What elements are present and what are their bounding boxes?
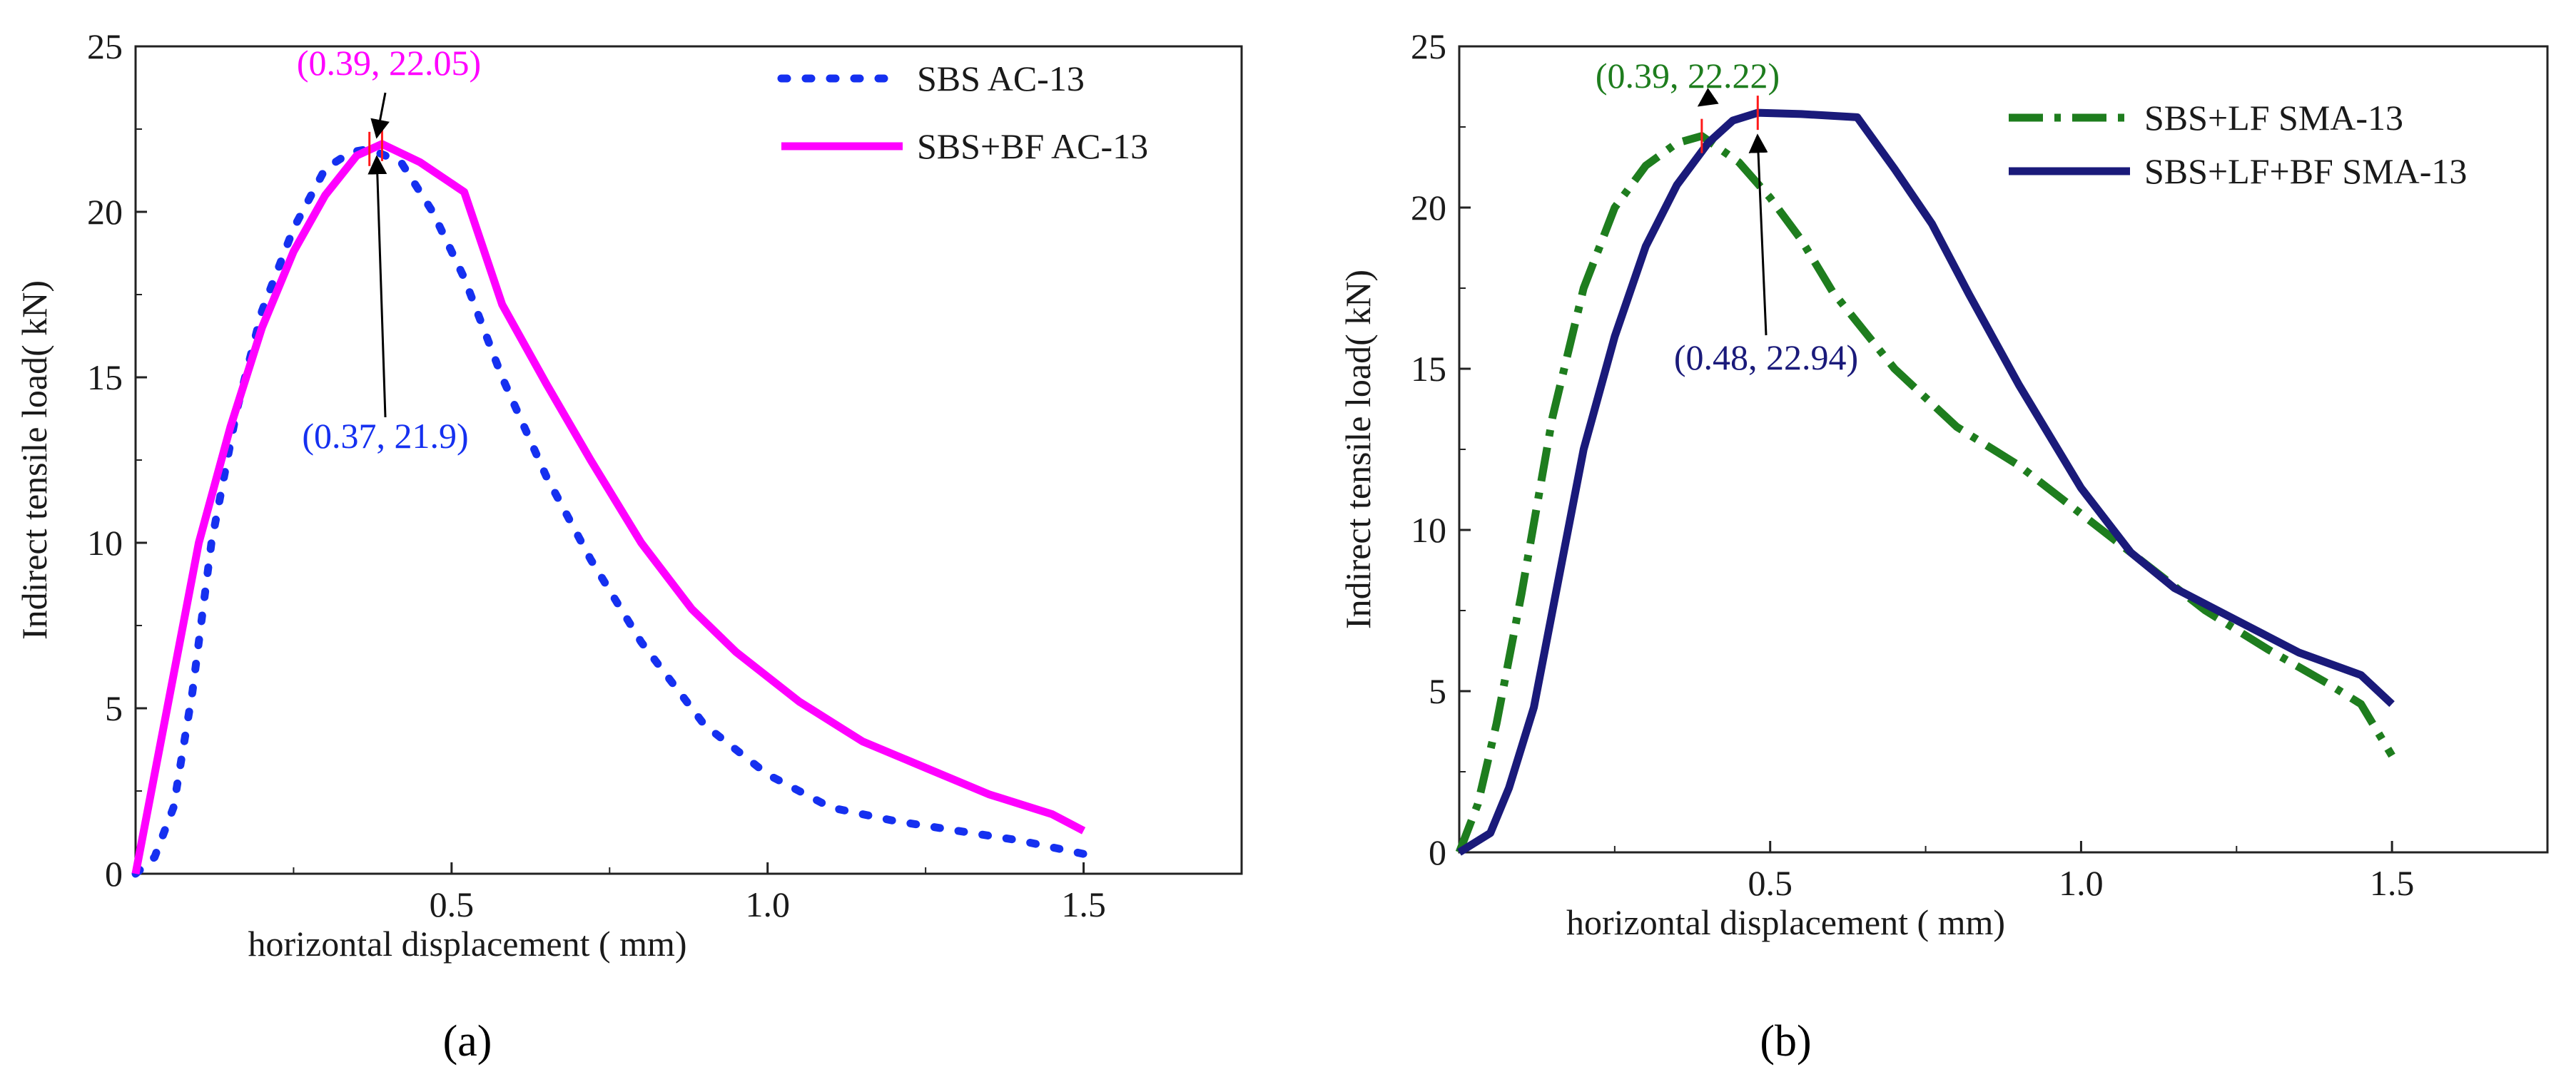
annotation-label: (0.39, 22.05) [297, 43, 481, 83]
y-tick-label: 10 [87, 523, 123, 563]
x-axis: 0.5 1.0 1.5 [1613, 841, 2415, 903]
panel-label: (a) [443, 1017, 492, 1066]
annotation-arrow [370, 92, 390, 139]
y-tick-label: 5 [105, 688, 123, 728]
chart-panel-a: 0 5 10 15 20 25 0.5 1.0 1.5 (0.39, 22.05) (0.37,… [14, 26, 1243, 1066]
annotation-label: (0.37, 21.9) [302, 416, 468, 456]
series-lines [131, 126, 1088, 878]
y-axis-label: Indirect tensile load( kN) [1338, 270, 1378, 629]
y-tick-label: 5 [1429, 671, 1446, 711]
y-tick-label: 25 [87, 26, 123, 66]
y-tick-label: 0 [105, 854, 123, 894]
y-axis: 0 5 10 15 20 25 [1411, 26, 1471, 872]
x-tick-label: 0.5 [430, 884, 475, 924]
y-tick-label: 10 [1411, 510, 1446, 550]
annotations: (0.39, 22.05) (0.37, 21.9) [297, 43, 481, 456]
legend: SBS AC-13 SBS+BF AC-13 [777, 58, 1148, 166]
y-tick-label: 15 [87, 357, 123, 397]
x-tick-label: 1.0 [745, 884, 790, 924]
y-axis-label: Indirect tensile load( kN) [14, 280, 54, 640]
x-tick-label: 0.5 [1748, 863, 1792, 903]
annotation-arrow [1748, 133, 1768, 336]
legend-label: SBS+LF+BF SMA-13 [2144, 151, 2467, 191]
chart-panel-b: 0 5 10 15 20 25 0.5 1.0 1.5 (0.39, 22.22) (0.48,… [1338, 26, 2549, 1066]
annotation-label: (0.48, 22.94) [1674, 337, 1858, 377]
x-axis-label: horizontal displacement ( mm) [248, 924, 686, 964]
annotations: (0.39, 22.22) (0.48, 22.94) [1596, 56, 1858, 377]
legend-label: SBS+BF AC-13 [917, 126, 1148, 166]
legend-label: SBS+LF SMA-13 [2144, 98, 2403, 138]
legend-label: SBS AC-13 [917, 58, 1085, 98]
plot-frame [134, 45, 1243, 875]
series-line-2 [131, 140, 1086, 875]
series-lines [1455, 96, 2395, 856]
annotation-arrow [367, 155, 387, 418]
y-tick-label: 20 [1411, 188, 1446, 228]
y-tick-label: 25 [1411, 26, 1446, 66]
y-tick-label: 15 [1411, 349, 1446, 389]
annotation-label: (0.39, 22.22) [1596, 56, 1780, 96]
y-tick-label: 0 [1429, 832, 1446, 872]
x-tick-label: 1.0 [2059, 863, 2104, 903]
x-tick-label: 1.5 [2370, 863, 2415, 903]
x-tick-label: 1.5 [1061, 884, 1106, 924]
panel-label: (b) [1760, 1017, 1811, 1066]
x-axis: 0.5 1.0 1.5 [293, 862, 1106, 924]
series-line-2 [1457, 108, 2395, 856]
y-tick-label: 20 [87, 192, 123, 232]
x-axis-label: horizontal displacement ( mm) [1566, 902, 2005, 942]
y-axis: 0 5 10 15 20 25 [87, 26, 147, 894]
annotation-arrow [1697, 88, 1719, 107]
series-line-1 [1455, 132, 2395, 854]
legend: SBS+LF SMA-13 SBS+LF+BF SMA-13 [2009, 98, 2467, 191]
series-line-1 [131, 145, 1088, 878]
